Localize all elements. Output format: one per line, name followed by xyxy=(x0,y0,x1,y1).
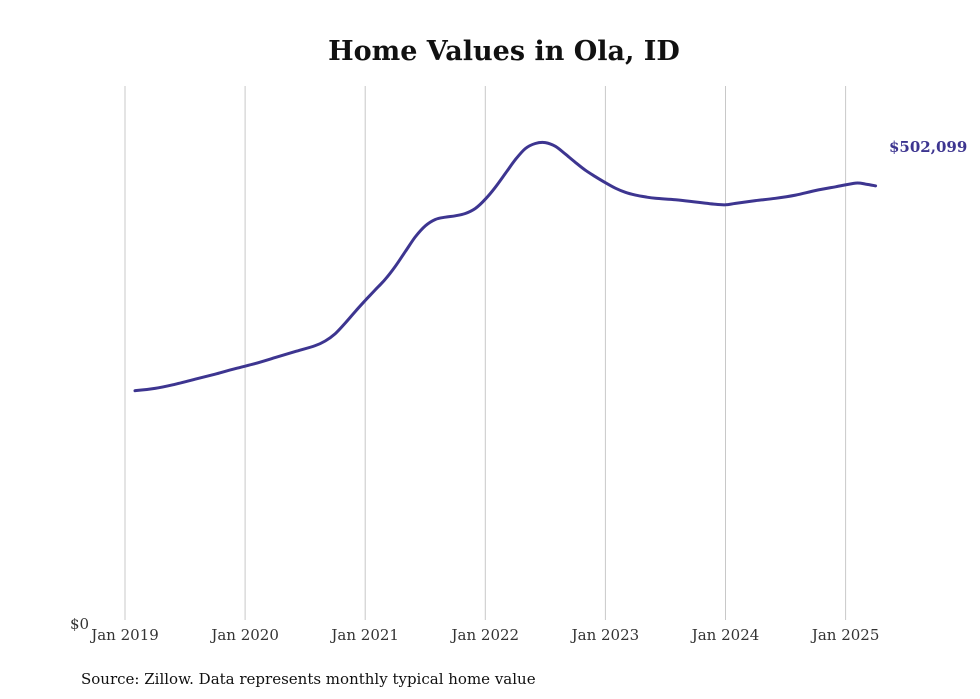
x-tick-label: Jan 2019 xyxy=(89,626,159,644)
x-axis-ticks: Jan 2019 Jan 2020 Jan 2021 Jan 2022 Jan 2023… xyxy=(89,626,879,644)
chart-title: Home Values in Ola, ID xyxy=(328,36,680,67)
x-tick-label: Jan 2022 xyxy=(450,626,520,644)
x-tick-label: Jan 2020 xyxy=(209,626,279,644)
source-note: Source: Zillow. Data represents monthly … xyxy=(81,670,536,688)
gridlines xyxy=(124,86,847,620)
x-tick-label: Jan 2025 xyxy=(810,626,880,644)
x-tick-label: Jan 2023 xyxy=(570,626,640,644)
series-layer xyxy=(133,140,878,393)
x-tick-label: Jan 2024 xyxy=(690,626,760,644)
series-line xyxy=(133,140,878,393)
end-value-label: $502,099 xyxy=(889,138,967,156)
x-tick-label: Jan 2021 xyxy=(329,626,399,644)
y-axis-zero-label: $0 xyxy=(70,615,89,633)
